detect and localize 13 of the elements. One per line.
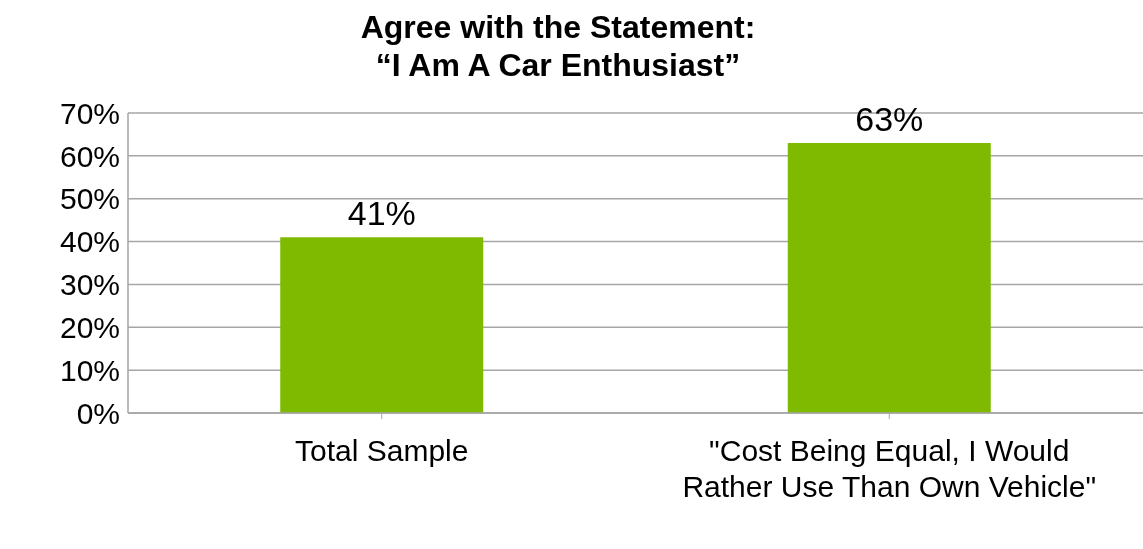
y-tick-label: 70% xyxy=(59,96,120,130)
y-tick-label: 30% xyxy=(59,268,120,302)
chart-title: Agree with the Statement: “I Am A Car Enthusiast” xyxy=(359,8,757,84)
y-tick-label: 10% xyxy=(59,353,120,387)
y-tick-label: 0% xyxy=(76,396,120,430)
y-tick-label: 60% xyxy=(59,139,120,173)
data-label: 41% xyxy=(347,194,416,233)
x-tick-label: Total Sample xyxy=(295,434,469,467)
y-tick-label: 20% xyxy=(59,310,120,344)
x-tick-label: "Cost Being Equal, I Would Rather Use Than Own Vehicle" xyxy=(682,434,1097,503)
y-tick-label: 50% xyxy=(59,182,120,216)
data-label: 63% xyxy=(855,100,924,138)
y-tick-label: 40% xyxy=(59,225,120,259)
